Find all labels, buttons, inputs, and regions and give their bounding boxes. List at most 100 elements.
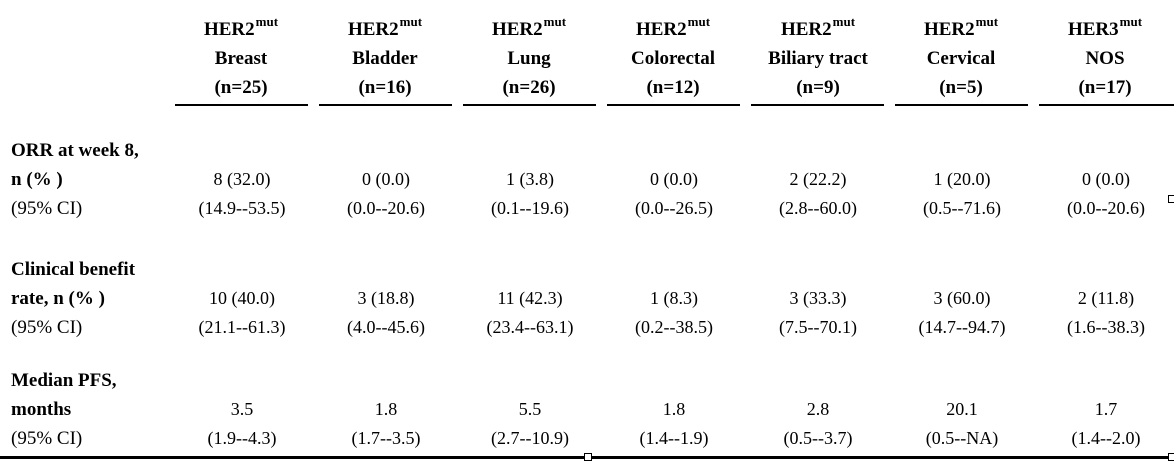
- cell-ci: (2.7--10.9): [491, 428, 569, 448]
- header-divider: [175, 104, 308, 106]
- row-label-line: rate, n (% ): [11, 288, 105, 309]
- cell-value: 1.7: [1094, 399, 1118, 419]
- cell-value: 1.8: [374, 399, 398, 419]
- table-cell: 1 (8.3) (0.2--38.5): [599, 284, 749, 342]
- cell-value: 11 (42.3): [497, 288, 563, 308]
- column-header-cervical: HER2mut Cervical (n=5): [896, 15, 1026, 102]
- cell-ci: (0.0--26.5): [635, 198, 713, 218]
- header-divider: [607, 104, 740, 106]
- column-n: (n=9): [796, 77, 840, 98]
- cell-ci: (0.0--20.6): [1067, 198, 1145, 218]
- cell-ci: (0.1--19.6): [491, 198, 569, 218]
- column-n: (n=17): [1078, 77, 1132, 98]
- table-cell: 0 (0.0) (0.0--26.5): [599, 165, 749, 223]
- cell-value: 0 (0.0): [650, 169, 698, 189]
- column-gene: HER2mut: [347, 14, 423, 40]
- row-label-line: Clinical benefit: [11, 259, 136, 280]
- table-cell: 1 (20.0) (0.5--71.6): [887, 165, 1037, 223]
- table-cell: 1.8 (1.4--1.9): [599, 395, 749, 453]
- row-label-line: (95% CI): [11, 198, 83, 219]
- table-cell: 3 (18.8) (4.0--45.6): [311, 284, 461, 342]
- table-cell: 0 (0.0) (0.0--20.6): [1031, 165, 1174, 223]
- cell-ci: (0.2--38.5): [635, 317, 713, 337]
- row-label-line: months: [11, 399, 72, 420]
- column-type: NOS: [1085, 48, 1125, 69]
- column-n: (n=25): [214, 77, 268, 98]
- header-divider: [1039, 104, 1174, 106]
- column-n: (n=16): [358, 77, 412, 98]
- cell-ci: (0.0--20.6): [347, 198, 425, 218]
- cell-ci: (1.4--2.0): [1071, 428, 1141, 448]
- table-cell: 1.7 (1.4--2.0): [1031, 395, 1174, 453]
- column-header-colorectal: HER2mut Colorectal (n=12): [608, 15, 738, 102]
- cell-ci: (7.5--70.1): [779, 317, 857, 337]
- cell-value: 2 (11.8): [1077, 288, 1135, 308]
- column-type: Lung: [507, 48, 551, 69]
- row-label-line: Median PFS,: [11, 370, 117, 391]
- column-type: Cervical: [926, 48, 996, 69]
- column-type: Biliary tract: [768, 48, 868, 69]
- column-gene: HER2mut: [923, 14, 999, 40]
- table-cell: 20.1 (0.5--NA): [887, 395, 1037, 453]
- cell-ci: (1.4--1.9): [639, 428, 709, 448]
- cell-value: 5.5: [518, 399, 542, 419]
- table-cell: 2 (22.2) (2.8--60.0): [743, 165, 893, 223]
- cell-value: 0 (0.0): [1082, 169, 1130, 189]
- cell-value: 0 (0.0): [362, 169, 410, 189]
- row-label-orr: ORR at week 8, n (% ) (95% CI): [11, 136, 139, 223]
- row-label-line: n (% ): [11, 169, 63, 190]
- cell-ci: (4.0--45.6): [347, 317, 425, 337]
- column-header-lung: HER2mut Lung (n=26): [464, 15, 594, 102]
- column-header-nos: HER3mut NOS (n=17): [1040, 15, 1170, 102]
- cell-ci: (1.7--3.5): [351, 428, 421, 448]
- cell-value: 20.1: [946, 399, 978, 419]
- column-n: (n=26): [502, 77, 556, 98]
- cell-value: 3 (60.0): [933, 288, 991, 308]
- table-cell: 3 (60.0) (14.7--94.7): [887, 284, 1037, 342]
- column-type: Breast: [214, 48, 268, 69]
- cell-value: 3 (33.3): [789, 288, 847, 308]
- resize-handle-right[interactable]: [1168, 195, 1174, 203]
- row-label-clinical-benefit: Clinical benefit rate, n (% ) (95% CI): [11, 255, 135, 342]
- table-cell: 8 (32.0) (14.9--53.5): [167, 165, 317, 223]
- header-divider: [751, 104, 884, 106]
- column-header-bladder: HER2mut Bladder (n=16): [320, 15, 450, 102]
- cell-ci: (0.5--71.6): [923, 198, 1001, 218]
- cell-ci: (1.9--4.3): [207, 428, 277, 448]
- table-cell: 1 (3.8) (0.1--19.6): [455, 165, 605, 223]
- row-label-median-pfs: Median PFS, months (95% CI): [11, 366, 117, 453]
- table-cell: 2.8 (0.5--3.7): [743, 395, 893, 453]
- resize-handle-bottom-right[interactable]: [1168, 453, 1174, 461]
- table-cell: 0 (0.0) (0.0--20.6): [311, 165, 461, 223]
- cell-ci: (14.7--94.7): [918, 317, 1006, 337]
- column-gene: HER2mut: [491, 14, 567, 40]
- resize-handle-bottom[interactable]: [584, 453, 592, 461]
- column-type: Bladder: [352, 48, 418, 69]
- cell-value: 1.8: [662, 399, 686, 419]
- header-divider: [319, 104, 452, 106]
- cell-value: 3 (18.8): [357, 288, 415, 308]
- column-n: (n=5): [939, 77, 983, 98]
- column-n: (n=12): [646, 77, 700, 98]
- column-header-breast: HER2mut Breast (n=25): [176, 15, 306, 102]
- cell-ci: (14.9--53.5): [198, 198, 286, 218]
- column-header-biliary-tract: HER2mut Biliary tract (n=9): [750, 15, 886, 102]
- column-gene: HER3mut: [1067, 14, 1143, 40]
- column-gene: HER2mut: [203, 14, 279, 40]
- row-label-line: ORR at week 8,: [11, 140, 139, 161]
- row-label-line: (95% CI): [11, 428, 83, 449]
- column-gene: HER2mut: [635, 14, 711, 40]
- cell-ci: (1.6--38.3): [1067, 317, 1145, 337]
- table-cell: 1.8 (1.7--3.5): [311, 395, 461, 453]
- cell-value: 1 (20.0): [933, 169, 991, 189]
- cell-value: 1 (3.8): [506, 169, 554, 189]
- cell-ci: (0.5--3.7): [783, 428, 853, 448]
- table-cell: 2 (11.8) (1.6--38.3): [1031, 284, 1174, 342]
- cell-value: 10 (40.0): [209, 288, 275, 308]
- header-divider: [895, 104, 1028, 106]
- header-divider: [463, 104, 596, 106]
- cell-value: 8 (32.0): [213, 169, 271, 189]
- cell-ci: (23.4--63.1): [486, 317, 574, 337]
- column-type: Colorectal: [630, 48, 716, 69]
